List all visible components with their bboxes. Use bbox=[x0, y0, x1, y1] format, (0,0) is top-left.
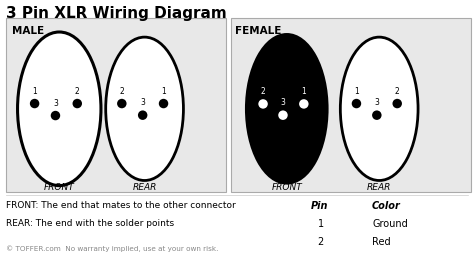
Text: FRONT: The end that mates to the other connector: FRONT: The end that mates to the other c… bbox=[6, 201, 236, 210]
Text: REAR: The end with the solder points: REAR: The end with the solder points bbox=[6, 219, 174, 228]
Ellipse shape bbox=[246, 35, 327, 183]
Text: 3: 3 bbox=[140, 98, 145, 107]
Text: 2: 2 bbox=[75, 87, 80, 96]
Ellipse shape bbox=[18, 32, 101, 186]
Text: MALE: MALE bbox=[12, 26, 44, 36]
Ellipse shape bbox=[117, 99, 127, 108]
Text: 3 Pin XLR Wiring Diagram: 3 Pin XLR Wiring Diagram bbox=[6, 6, 227, 22]
Text: FRONT: FRONT bbox=[272, 183, 302, 192]
Text: REAR: REAR bbox=[367, 183, 392, 192]
Ellipse shape bbox=[51, 111, 60, 120]
Text: 3: 3 bbox=[53, 99, 58, 108]
Ellipse shape bbox=[106, 37, 183, 180]
Text: 1: 1 bbox=[354, 87, 359, 96]
FancyBboxPatch shape bbox=[6, 18, 226, 192]
Text: 1: 1 bbox=[318, 219, 324, 229]
Ellipse shape bbox=[258, 99, 268, 109]
FancyBboxPatch shape bbox=[231, 18, 471, 192]
Text: 1: 1 bbox=[32, 87, 37, 96]
Text: REAR: REAR bbox=[132, 183, 157, 192]
Text: Pin: Pin bbox=[310, 201, 328, 211]
Text: Ground: Ground bbox=[372, 219, 408, 229]
Text: 1: 1 bbox=[161, 87, 166, 96]
Text: 2: 2 bbox=[318, 237, 324, 247]
Text: Color: Color bbox=[372, 201, 401, 211]
Text: 2: 2 bbox=[119, 87, 124, 96]
Text: 3: 3 bbox=[374, 98, 379, 107]
Ellipse shape bbox=[299, 99, 309, 109]
Text: FEMALE: FEMALE bbox=[235, 26, 281, 36]
Ellipse shape bbox=[138, 110, 147, 120]
Ellipse shape bbox=[73, 99, 82, 108]
Text: 3: 3 bbox=[281, 98, 285, 107]
Ellipse shape bbox=[30, 99, 39, 108]
Ellipse shape bbox=[392, 99, 402, 108]
Ellipse shape bbox=[372, 110, 382, 120]
Text: 2: 2 bbox=[395, 87, 400, 96]
Text: © TOFFER.com  No warranty implied, use at your own risk.: © TOFFER.com No warranty implied, use at… bbox=[6, 246, 218, 252]
Text: FRONT: FRONT bbox=[44, 183, 74, 192]
Text: Red: Red bbox=[372, 237, 391, 247]
Ellipse shape bbox=[159, 99, 168, 108]
Ellipse shape bbox=[340, 37, 418, 180]
Ellipse shape bbox=[278, 110, 288, 120]
Ellipse shape bbox=[352, 99, 361, 108]
Text: 1: 1 bbox=[301, 87, 306, 96]
Text: 2: 2 bbox=[261, 87, 265, 96]
